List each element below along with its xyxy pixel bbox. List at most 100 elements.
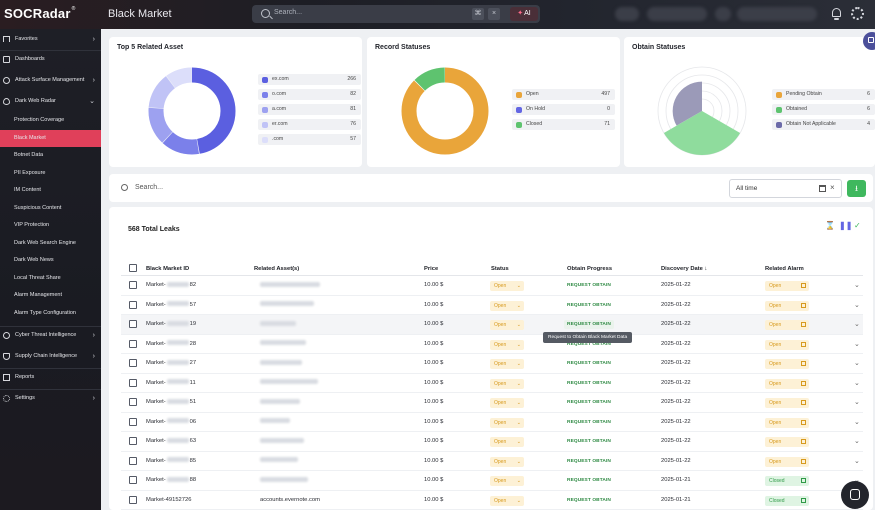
market-id[interactable]: Market- 06 bbox=[146, 418, 197, 425]
market-id[interactable]: Market- 27 bbox=[146, 359, 197, 366]
chevron-down-icon[interactable]: ⌄ bbox=[854, 418, 860, 426]
donut-slice[interactable] bbox=[148, 67, 236, 155]
status-dropdown[interactable]: Open ⌄ bbox=[490, 398, 524, 408]
alarm-link[interactable]: Closed bbox=[765, 495, 809, 506]
status-dropdown[interactable]: Open ⌄ bbox=[490, 378, 524, 389]
alarm-link[interactable]: Open bbox=[765, 398, 809, 408]
table-row[interactable]: Market- 51 10.00 $ Open ⌄ REQUEST OBTAIN 2025-… bbox=[121, 393, 863, 413]
sidebar-item-dashboards[interactable]: Dashboards bbox=[0, 51, 101, 68]
polar-slice[interactable] bbox=[672, 81, 702, 126]
sidebar-item-protection-coverage[interactable]: Protection Coverage bbox=[14, 117, 65, 123]
donut-slice[interactable] bbox=[148, 67, 236, 155]
chevron-down-icon[interactable]: ⌄ bbox=[854, 360, 860, 367]
request-obtain-button[interactable]: REQUEST OBTAIN bbox=[567, 361, 611, 366]
table-search-input[interactable]: Search... bbox=[135, 184, 164, 191]
sidebar-item-attack-surface[interactable]: Attack Surface Management › bbox=[0, 72, 101, 89]
chevron-down-icon[interactable]: ⌄ bbox=[854, 340, 860, 348]
alarm-link[interactable]: Open bbox=[765, 456, 809, 467]
clear-search-icon[interactable]: × bbox=[488, 8, 500, 20]
row-checkbox[interactable] bbox=[129, 320, 137, 328]
sidebar-item-cti[interactable]: Cyber Threat Intelligence › bbox=[0, 327, 101, 344]
table-row[interactable]: Market- 28 10.00 $ Open ⌄ REQUEST OBTAIN 2025-… bbox=[121, 335, 863, 354]
legend-item[interactable]: Pending Obtain 6 bbox=[772, 89, 875, 100]
donut-slice[interactable] bbox=[148, 67, 236, 155]
row-checkbox[interactable] bbox=[129, 495, 137, 504]
row-checkbox[interactable] bbox=[129, 339, 137, 348]
status-dropdown[interactable]: Open ⌄ bbox=[490, 495, 524, 506]
row-checkbox[interactable] bbox=[129, 378, 137, 387]
market-id[interactable]: Market- 63 bbox=[146, 437, 197, 444]
status-dropdown[interactable]: Open ⌄ bbox=[490, 320, 524, 330]
request-obtain-button[interactable]: REQUEST OBTAIN bbox=[567, 400, 611, 405]
legend-item[interactable]: Closed 71 bbox=[512, 119, 615, 130]
request-obtain-button[interactable]: REQUEST OBTAIN bbox=[567, 419, 611, 425]
logo[interactable]: SOCRadar® bbox=[4, 6, 76, 21]
sidebar-item-black-market[interactable]: Black Market bbox=[0, 130, 101, 147]
sidebar-item-local-threat-share[interactable]: Local Threat Share bbox=[14, 275, 61, 281]
request-obtain-button[interactable]: REQUEST OBTAIN bbox=[567, 439, 611, 444]
col-header-status[interactable]: Status bbox=[491, 266, 509, 272]
alarm-link[interactable]: Open bbox=[765, 300, 809, 311]
status-dropdown[interactable]: Open ⌄ bbox=[490, 339, 524, 350]
status-dropdown[interactable]: Open ⌄ bbox=[490, 281, 524, 291]
alarm-link[interactable]: Open bbox=[765, 437, 809, 447]
market-id[interactable]: Market- 51 bbox=[146, 398, 197, 405]
calendar-icon[interactable] bbox=[819, 185, 826, 192]
alarm-link[interactable]: Open bbox=[765, 378, 809, 389]
table-row[interactable]: Market- 06 10.00 $ Open ⌄ REQUEST OBTAIN 2025-… bbox=[121, 413, 863, 432]
request-obtain-button[interactable]: REQUEST OBTAIN bbox=[567, 478, 611, 483]
market-id[interactable]: Market- 85 bbox=[146, 457, 197, 464]
row-checkbox[interactable] bbox=[129, 437, 137, 445]
hourglass-icon[interactable]: ⌛ bbox=[825, 221, 835, 230]
sidebar-item-alarm-type-config[interactable]: Alarm Type Configuration bbox=[14, 310, 76, 316]
global-search[interactable]: Search... ⌘ × ✦AI bbox=[252, 5, 540, 23]
alarm-link[interactable]: Closed bbox=[765, 476, 809, 486]
sidebar-item-favorites[interactable]: Favorites › bbox=[0, 31, 101, 48]
polar-slice[interactable] bbox=[663, 111, 741, 155]
sidebar-item-reports[interactable]: Reports bbox=[0, 369, 101, 386]
market-id[interactable]: Market- 88 bbox=[146, 476, 197, 483]
legend-item[interactable]: o.com 82 bbox=[258, 89, 361, 100]
market-id[interactable]: Market- 82 bbox=[146, 281, 197, 288]
col-header-asset[interactable]: Related Asset(s) bbox=[254, 266, 300, 272]
table-row[interactable]: Market- 11 10.00 $ Open ⌄ REQUEST OBTAIN 2025-… bbox=[121, 374, 863, 393]
sidebar-item-vip-protection[interactable]: VIP Protection bbox=[14, 222, 50, 228]
legend-item[interactable]: er.com 76 bbox=[258, 119, 361, 130]
gear-icon[interactable] bbox=[851, 7, 864, 20]
table-row[interactable]: Market- 82 10.00 $ Open ⌄ REQUEST OBTAIN 2025-… bbox=[121, 276, 863, 296]
blurred-company-selector[interactable] bbox=[647, 7, 707, 21]
alarm-link[interactable]: Open bbox=[765, 281, 809, 291]
related-asset[interactable]: accounts.evernote.com bbox=[260, 496, 320, 503]
legend-item[interactable]: Obtained 6 bbox=[772, 104, 875, 115]
sidebar-item-im-content[interactable]: IM Content bbox=[14, 187, 41, 193]
request-obtain-button[interactable]: REQUEST OBTAIN bbox=[567, 302, 611, 308]
col-header-alarm[interactable]: Related Alarm bbox=[765, 266, 804, 272]
date-filter-select[interactable]: All time × bbox=[729, 179, 842, 198]
chevron-down-icon[interactable]: ⌄ bbox=[854, 282, 860, 289]
status-dropdown[interactable]: Open ⌄ bbox=[490, 300, 524, 311]
sidebar-item-dark-web-news[interactable]: Dark Web News bbox=[14, 257, 54, 263]
market-id[interactable]: Market-49152726 bbox=[146, 496, 192, 503]
bell-icon[interactable] bbox=[830, 7, 843, 20]
legend-item[interactable]: a.com 81 bbox=[258, 104, 361, 115]
request-obtain-button[interactable]: REQUEST OBTAIN bbox=[567, 341, 611, 347]
blurred-icon[interactable] bbox=[715, 7, 731, 21]
chevron-down-icon[interactable]: ⌄ bbox=[854, 438, 860, 445]
sidebar-item-settings[interactable]: Settings › bbox=[0, 390, 101, 407]
command-icon[interactable]: ⌘ bbox=[472, 8, 484, 20]
row-checkbox[interactable] bbox=[129, 281, 137, 289]
legend-item[interactable]: .com 57 bbox=[258, 134, 361, 145]
chevron-down-icon[interactable]: ⌄ bbox=[854, 457, 860, 465]
sidebar-item-supply-chain[interactable]: Supply Chain Intelligence › bbox=[0, 348, 101, 365]
chevron-down-icon[interactable]: ⌄ bbox=[854, 301, 860, 309]
alarm-link[interactable]: Open bbox=[765, 359, 809, 369]
table-row[interactable]: Market- 63 10.00 $ Open ⌄ REQUEST OBTAIN 2025-… bbox=[121, 432, 863, 452]
status-dropdown[interactable]: Open ⌄ bbox=[490, 359, 524, 369]
chevron-down-icon[interactable]: ⌄ bbox=[854, 379, 860, 387]
request-obtain-button[interactable]: REQUEST OBTAIN bbox=[567, 283, 611, 288]
alarm-link[interactable]: Open bbox=[765, 320, 809, 330]
market-id[interactable]: Market- 57 bbox=[146, 301, 197, 308]
row-checkbox[interactable] bbox=[129, 359, 137, 367]
select-all-checkbox[interactable] bbox=[129, 264, 137, 272]
market-id[interactable]: Market- 28 bbox=[146, 340, 197, 347]
